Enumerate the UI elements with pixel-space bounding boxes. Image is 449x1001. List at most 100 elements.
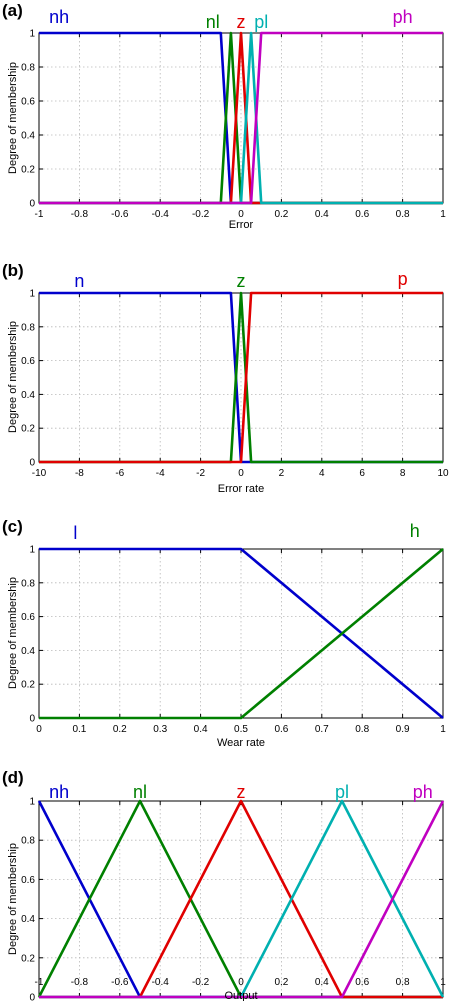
y-tick-label: 1 [29, 545, 35, 556]
y-tick-label: 0.8 [21, 578, 35, 589]
series-line-l [39, 547, 444, 719]
y-tick-label: 0 [29, 714, 35, 725]
y-axis-label: Degree of membership [7, 321, 19, 433]
series-label-l: l [73, 523, 77, 543]
x-tick-label: 0.3 [153, 724, 167, 735]
x-tick-label: 2 [279, 468, 285, 479]
x-tick-label: 0.6 [274, 724, 288, 735]
x-tick-label: 1 [440, 209, 446, 220]
series-label-ph: ph [393, 7, 413, 27]
series-line-h [39, 548, 444, 720]
x-tick-label: 0.4 [315, 977, 329, 988]
x-tick-label: 0.6 [355, 977, 369, 988]
y-tick-label: 0.4 [21, 390, 35, 401]
y-tick-label: 1 [29, 29, 35, 40]
y-tick-label: 0.8 [21, 836, 35, 847]
y-axis-label: Degree of membership [7, 577, 19, 689]
y-tick-label: 0 [29, 199, 35, 210]
y-tick-label: 0.4 [21, 646, 35, 657]
y-tick-label: 0.4 [21, 914, 35, 925]
panel-label: (b) [2, 261, 24, 280]
x-tick-label: 0.2 [274, 977, 288, 988]
x-tick-label: 0 [238, 209, 244, 220]
y-tick-label: 0.6 [21, 875, 35, 886]
series-label-n: n [74, 271, 84, 291]
y-tick-label: 0.8 [21, 322, 35, 333]
series-label-pl: pl [254, 12, 268, 32]
x-tick-label: -0.6 [111, 209, 129, 220]
x-tick-label: 0.8 [355, 724, 369, 735]
x-tick-label: -0.2 [192, 977, 210, 988]
x-tick-label: 0 [238, 468, 244, 479]
y-tick-label: 1 [29, 797, 35, 808]
x-tick-label: -4 [156, 468, 165, 479]
y-axis-label: Degree of membership [7, 843, 19, 955]
y-tick-label: 0.6 [21, 356, 35, 367]
x-axis-label: Wear rate [217, 737, 265, 749]
x-tick-label: 8 [400, 468, 406, 479]
x-tick-label: 0.1 [72, 724, 86, 735]
x-tick-label: 0.2 [274, 209, 288, 220]
x-tick-label: 10 [437, 468, 449, 479]
series-label-ph: ph [413, 782, 433, 802]
chart-panel: -1 -0.8 -0.6 -0.4 -0.2 0 0.2 0.4 0.6 0.8 1 0 0.2 0.4 0… [2, 768, 446, 1001]
x-tick-label: 0.8 [396, 977, 410, 988]
y-tick-label: 0.6 [21, 97, 35, 108]
x-tick-label: 6 [359, 468, 365, 479]
x-tick-label: -0.8 [71, 209, 89, 220]
panel-label: (d) [2, 768, 24, 787]
panel-label: (a) [2, 1, 23, 20]
series-label-z: z [237, 271, 246, 291]
series-label-z: z [237, 782, 246, 802]
series-label-nh: nh [49, 7, 69, 27]
chart-panel: -1 -0.8 -0.6 -0.4 -0.2 0 0.2 0.4 0.6 0.8 1 0 0.2 0.4 0… [2, 1, 446, 231]
x-tick-label: 0.2 [113, 724, 127, 735]
y-tick-label: 0.8 [21, 63, 35, 74]
series-label-z: z [237, 12, 246, 32]
series-label-h: h [410, 521, 420, 541]
x-tick-label: 4 [319, 468, 325, 479]
y-tick-label: 0.4 [21, 131, 35, 142]
x-tick-label: -10 [32, 468, 47, 479]
series-line-ph [39, 800, 445, 999]
x-tick-label: -0.6 [111, 977, 129, 988]
x-tick-label: 0.7 [315, 724, 329, 735]
y-tick-label: 0.2 [21, 680, 35, 691]
series-label-nl: nl [206, 12, 220, 32]
x-tick-label: 0.6 [355, 209, 369, 220]
y-tick-label: 1 [29, 289, 35, 300]
x-tick-label: -1 [35, 977, 44, 988]
y-axis-label: Degree of membership [7, 62, 19, 174]
x-axis-label: Output [224, 990, 257, 1001]
series-line-p [39, 291, 443, 464]
y-tick-label: 0.6 [21, 612, 35, 623]
x-tick-label: 0 [238, 977, 244, 988]
series-line-ph [39, 31, 443, 205]
x-tick-label: 0.4 [194, 724, 208, 735]
x-tick-label: -0.8 [71, 977, 89, 988]
x-tick-label: 0.4 [315, 209, 329, 220]
series-label-nh: nh [49, 782, 69, 802]
panel-label: (c) [2, 517, 23, 536]
x-tick-label: -1 [35, 209, 44, 220]
x-tick-label: -0.4 [152, 977, 170, 988]
x-tick-label: 0 [36, 724, 42, 735]
x-tick-label: -8 [75, 468, 84, 479]
series-label-pl: pl [335, 782, 349, 802]
series-label-nl: nl [133, 782, 147, 802]
y-tick-label: 0.2 [21, 165, 35, 176]
x-tick-label: 1 [440, 724, 446, 735]
y-tick-label: 0 [29, 993, 35, 1001]
x-tick-label: -0.4 [152, 209, 170, 220]
chart-panel: 0 0.1 0.2 0.3 0.4 0.5 0.6 0.7 0.8 0.9 1 0 0.2 0.4 0.6 0… [2, 517, 446, 749]
x-tick-label: 0.9 [396, 724, 410, 735]
y-tick-label: 0.2 [21, 424, 35, 435]
y-tick-label: 0 [29, 458, 35, 469]
x-tick-label: 0.5 [234, 724, 248, 735]
chart-panel: -10 -8 -6 -4 -2 0 2 4 6 8 10 0 0.2 0.4 0.6 0.8 1 n z p Error… [2, 261, 449, 495]
x-tick-label: -6 [115, 468, 124, 479]
y-tick-label: 0.2 [21, 953, 35, 964]
x-tick-label: -0.2 [192, 209, 210, 220]
x-axis-label: Error rate [218, 483, 264, 495]
